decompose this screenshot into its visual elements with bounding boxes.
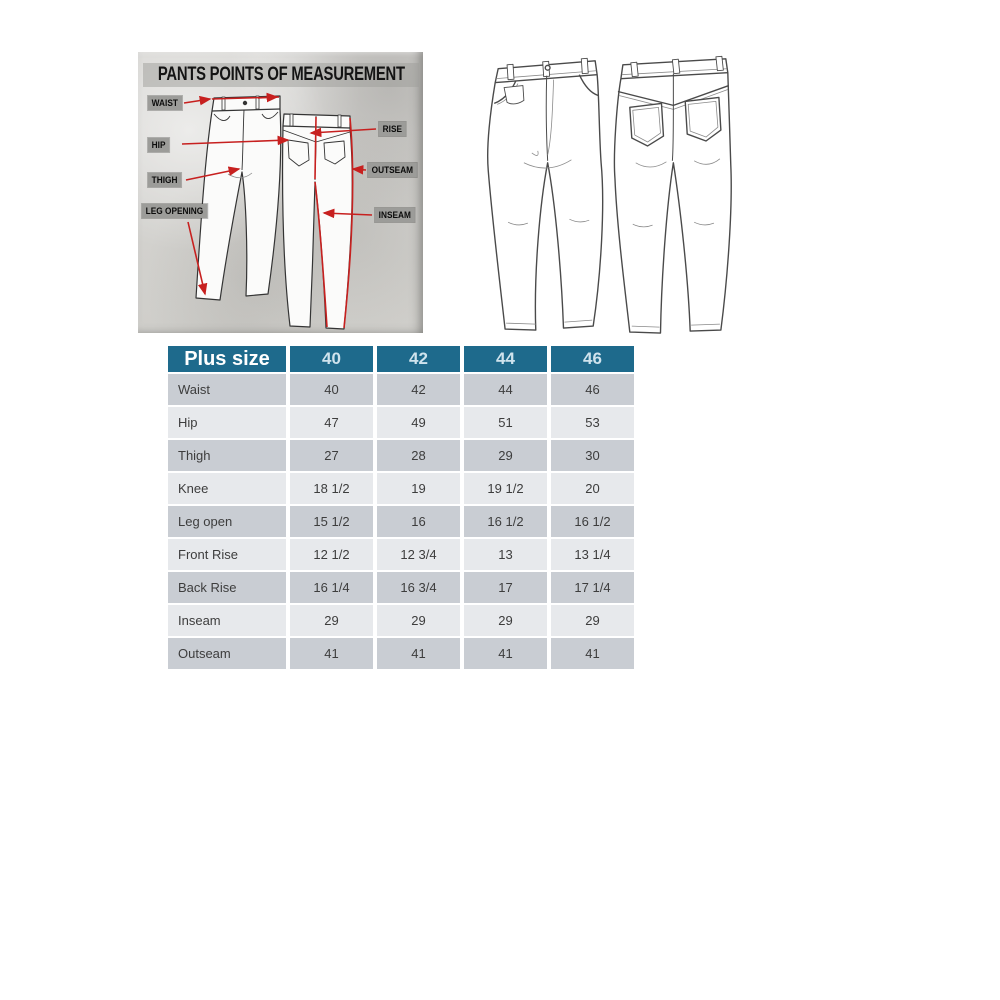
cell-value: 19 1/2 <box>464 473 547 504</box>
measure-line-inseam <box>314 181 328 328</box>
row-label: Inseam <box>168 605 286 636</box>
cell-value: 44 <box>464 374 547 405</box>
cell-value: 47 <box>290 407 373 438</box>
size-chart-table: Plus size 40 42 44 46 Waist 40 42 44 46 … <box>164 344 638 671</box>
pants-back-outline <box>281 113 353 330</box>
measure-line-leg-opening <box>187 221 208 296</box>
cell-value: 42 <box>377 374 460 405</box>
cell-value: 41 <box>290 638 373 669</box>
cell-value: 40 <box>290 374 373 405</box>
table-row-hip: Hip 47 49 51 53 <box>168 407 634 438</box>
jeans-back-sketch <box>613 55 732 334</box>
cell-value: 41 <box>377 638 460 669</box>
measure-line-rise <box>314 116 317 180</box>
table-header-size-40: 40 <box>290 346 373 372</box>
cell-value: 30 <box>551 440 634 471</box>
table-row-inseam: Inseam 29 29 29 29 <box>168 605 634 636</box>
table-row-front-rise: Front Rise 12 1/2 12 3/4 13 13 1/4 <box>168 539 634 570</box>
measure-lines <box>181 92 377 329</box>
row-label: Hip <box>168 407 286 438</box>
cell-value: 17 <box>464 572 547 603</box>
cell-value: 20 <box>551 473 634 504</box>
cell-value: 12 3/4 <box>377 539 460 570</box>
table-row-waist: Waist 40 42 44 46 <box>168 374 634 405</box>
cell-value: 16 1/2 <box>464 506 547 537</box>
diagram-label-rise: RISE <box>379 122 406 136</box>
diagram-label-leg-opening: LEG OPENING <box>142 204 207 218</box>
measure-line-thigh <box>185 166 241 181</box>
diagram-label-thigh: THIGH <box>148 173 182 187</box>
row-label: Waist <box>168 374 286 405</box>
measurement-pants-drawing <box>181 92 377 330</box>
cell-value: 41 <box>464 638 547 669</box>
cell-value: 15 1/2 <box>290 506 373 537</box>
cell-value: 18 1/2 <box>290 473 373 504</box>
cell-value: 16 1/2 <box>551 506 634 537</box>
cell-value: 51 <box>464 407 547 438</box>
cell-value: 49 <box>377 407 460 438</box>
cell-value: 29 <box>290 605 373 636</box>
jeans-technical-sketch <box>486 55 732 334</box>
cell-value: 28 <box>377 440 460 471</box>
table-row-knee: Knee 18 1/2 19 19 1/2 20 <box>168 473 634 504</box>
jeans-front-sketch <box>486 57 604 331</box>
cell-value: 16 1/4 <box>290 572 373 603</box>
table-row-outseam: Outseam 41 41 41 41 <box>168 638 634 669</box>
cell-value: 46 <box>551 374 634 405</box>
table-row-back-rise: Back Rise 16 1/4 16 3/4 17 17 1/4 <box>168 572 634 603</box>
diagram-title: PANTS POINTS OF MEASUREMENT <box>157 64 405 85</box>
row-label: Thigh <box>168 440 286 471</box>
row-label: Front Rise <box>168 539 286 570</box>
cell-value: 12 1/2 <box>290 539 373 570</box>
cell-value: 29 <box>464 440 547 471</box>
table-header-row: Plus size 40 42 44 46 <box>168 346 634 372</box>
cell-value: 13 1/4 <box>551 539 634 570</box>
table-row-thigh: Thigh 27 28 29 30 <box>168 440 634 471</box>
table-row-leg-open: Leg open 15 1/2 16 16 1/2 16 1/2 <box>168 506 634 537</box>
cell-value: 29 <box>551 605 634 636</box>
table-header-plus-size: Plus size <box>168 346 286 372</box>
diagram-title-band: PANTS POINTS OF MEASUREMENT <box>143 63 419 87</box>
table-header-size-46: 46 <box>551 346 634 372</box>
diagram-label-hip: HIP <box>148 138 170 152</box>
cell-value: 41 <box>551 638 634 669</box>
cell-value: 29 <box>464 605 547 636</box>
diagram-label-inseam: INSEAM <box>375 208 415 222</box>
measure-line-outseam <box>343 117 354 329</box>
row-label: Outseam <box>168 638 286 669</box>
cell-value: 17 1/4 <box>551 572 634 603</box>
cell-value: 16 3/4 <box>377 572 460 603</box>
cell-value: 29 <box>377 605 460 636</box>
row-label: Back Rise <box>168 572 286 603</box>
diagram-label-outseam: OUTSEAM <box>368 163 417 177</box>
row-label: Leg open <box>168 506 286 537</box>
measure-line-hip <box>181 135 290 146</box>
cell-value: 13 <box>464 539 547 570</box>
pants-front-outline <box>195 95 282 301</box>
cell-value: 27 <box>290 440 373 471</box>
table-header-size-42: 42 <box>377 346 460 372</box>
diagram-label-waist: WAIST <box>148 96 182 110</box>
cell-value: 53 <box>551 407 634 438</box>
cell-value: 16 <box>377 506 460 537</box>
row-label: Knee <box>168 473 286 504</box>
table-header-size-44: 44 <box>464 346 547 372</box>
measurement-diagram: PANTS POINTS OF MEASUREMENT <box>138 52 423 333</box>
cell-value: 19 <box>377 473 460 504</box>
